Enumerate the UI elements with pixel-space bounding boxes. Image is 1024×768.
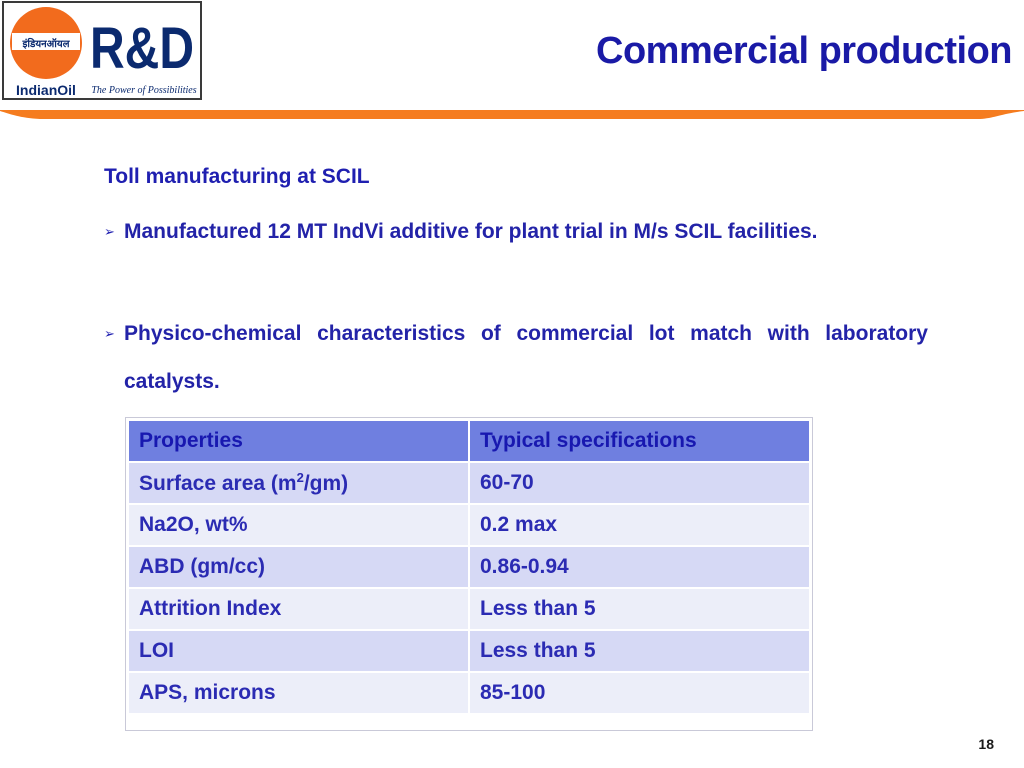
property-cell: Surface area (m2/gm) <box>127 461 470 505</box>
spec-cell: 0.86-0.94 <box>468 545 811 589</box>
slide-title: Commercial production <box>596 30 1013 72</box>
orange-divider-bar <box>0 110 1024 119</box>
table-row: APS, microns 85-100 <box>127 671 811 715</box>
property-cell: LOI <box>127 629 470 673</box>
bullet-text: Manufactured 12 MT IndVi additive for pl… <box>124 220 818 243</box>
arrow-bullet-icon: ➢ <box>104 224 115 239</box>
table-row: Attrition Index Less than 5 <box>127 587 811 631</box>
page-number: 18 <box>978 736 994 752</box>
spec-cell: 60-70 <box>468 461 811 505</box>
arrow-bullet-icon: ➢ <box>104 326 115 341</box>
spec-cell: Less than 5 <box>468 587 811 631</box>
table-row: LOI Less than 5 <box>127 629 811 673</box>
property-cell: APS, microns <box>127 671 470 715</box>
table-row: ABD (gm/cc) 0.86-0.94 <box>127 545 811 589</box>
table-row: Surface area (m2/gm) 60-70 <box>127 461 811 505</box>
section-subheading: Toll manufacturing at SCIL <box>104 165 370 188</box>
indianoil-logo-graphic: इंडियनऑयल IndianOil R&D The Power of Pos… <box>10 7 197 98</box>
property-cell: Attrition Index <box>127 587 470 631</box>
specifications-table: Properties Typical specifications Surfac… <box>127 419 811 715</box>
property-text: Surface area (m <box>139 472 297 495</box>
bullet-item-2: ➢ Physico-chemical characteristics of co… <box>104 310 928 406</box>
spec-cell: Less than 5 <box>468 629 811 673</box>
superscript: 2 <box>296 470 304 485</box>
bullet-item-1: ➢ Manufactured 12 MT IndVi additive for … <box>104 208 928 256</box>
property-cell: Na2O, wt% <box>127 503 470 547</box>
bullet-text: Physico-chemical characteristics of comm… <box>124 322 928 393</box>
header-typical-specifications: Typical specifications <box>468 419 811 463</box>
spec-cell: 0.2 max <box>468 503 811 547</box>
logo-brand-text: IndianOil <box>16 82 76 98</box>
table-header-row: Properties Typical specifications <box>127 419 811 463</box>
logo-hindi-text: इंडियनऑयल <box>21 37 70 50</box>
table-row: Na2O, wt% 0.2 max <box>127 503 811 547</box>
header-properties: Properties <box>127 419 470 463</box>
logo-tagline: The Power of Possibilities <box>91 85 196 96</box>
logo-band <box>12 33 80 50</box>
property-text-suffix: /gm) <box>303 472 349 495</box>
property-cell: ABD (gm/cc) <box>127 545 470 589</box>
logo: इंडियनऑयल IndianOil R&D The Power of Pos… <box>2 1 202 100</box>
logo-rd-text: R&D <box>90 16 194 81</box>
spec-cell: 85-100 <box>468 671 811 715</box>
